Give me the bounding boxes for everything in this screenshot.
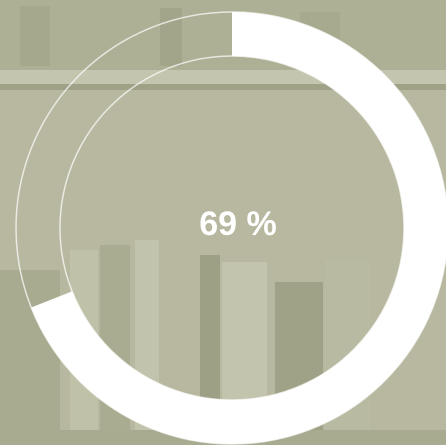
progress-widget: 69 % (0, 0, 446, 445)
page: 69 % (() => { const data = JSON.parse(do… (0, 0, 446, 445)
progress-label: 69 % (199, 205, 277, 243)
